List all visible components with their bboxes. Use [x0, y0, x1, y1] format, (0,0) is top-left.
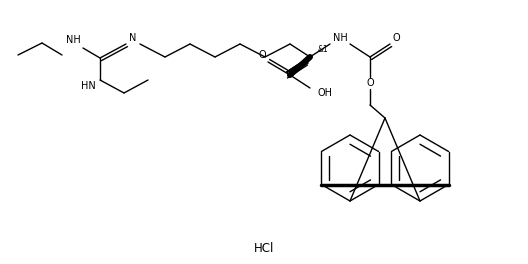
Text: NH: NH — [333, 33, 347, 43]
Text: OH: OH — [318, 88, 333, 98]
Text: &1: &1 — [318, 45, 329, 54]
Text: HN: HN — [81, 81, 96, 91]
Text: O: O — [258, 50, 266, 60]
Text: NH: NH — [65, 35, 80, 45]
Text: HCl: HCl — [254, 242, 274, 254]
Text: N: N — [129, 33, 137, 43]
Text: O: O — [366, 78, 374, 88]
Text: O: O — [392, 33, 400, 43]
